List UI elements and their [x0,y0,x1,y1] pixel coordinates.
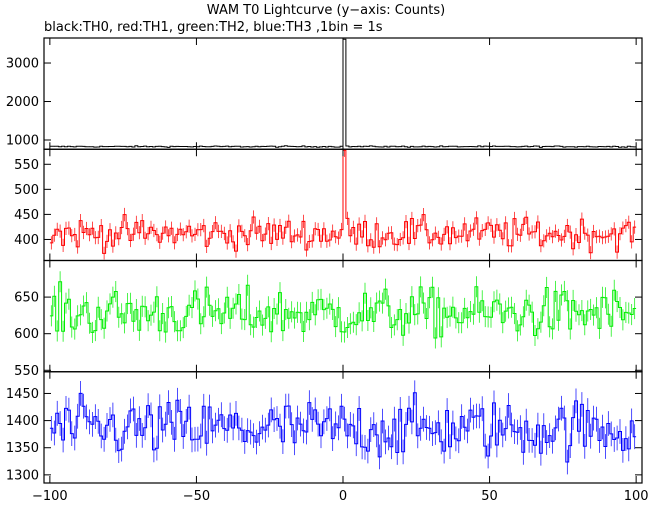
errorbars-th3 [50,380,636,475]
series-th3 [49,392,637,463]
y-tick-label: 550 [14,158,39,173]
y-tick-label: 3000 [6,57,39,72]
panel-th1: 400 450 500 550 [14,148,643,262]
panel-th2: 550 600 650 [14,259,643,379]
y-tick-label: 1300 [6,468,39,483]
y-tick-label: 550 [14,364,39,379]
y-tick-label: 2000 [6,95,39,110]
y-tick-label: 1400 [6,414,39,429]
errorbars-th2 [50,271,636,349]
panels-group: 1000 2000 3000 400 450 500 550 550 600 650 1300 135… [6,37,643,484]
series-th2 [49,281,637,339]
y-tick-label: 500 [14,183,39,198]
x-tick-label: 100 [624,489,649,504]
y-tick-label: 1350 [6,441,39,456]
panel-th0: 1000 2000 3000 [6,37,643,150]
chart-subtitle: black:TH0, red:TH1, green:TH2, blue:TH3 … [44,20,383,35]
panel-frame [43,371,643,484]
y-tick-label: 1000 [6,134,39,149]
chart-title: WAM T0 Lightcurve (y−axis: Counts) [207,3,445,18]
y-tick-label: 600 [14,327,39,342]
x-tick-label: −50 [183,489,210,504]
y-tick-label: 1450 [6,387,39,402]
x-axis: −100 −50 0 50 100 [32,489,649,504]
x-tick-label: 50 [481,489,498,504]
y-tick-label: 650 [14,291,39,306]
series-th0 [49,38,637,148]
y-tick-label: 450 [14,208,39,223]
x-tick-label: −100 [32,489,68,504]
x-tick-label: 0 [339,489,347,504]
panel-th3: 1300 1350 1400 1450 [6,371,643,484]
series-th1 [49,149,637,254]
y-tick-label: 400 [14,233,39,248]
